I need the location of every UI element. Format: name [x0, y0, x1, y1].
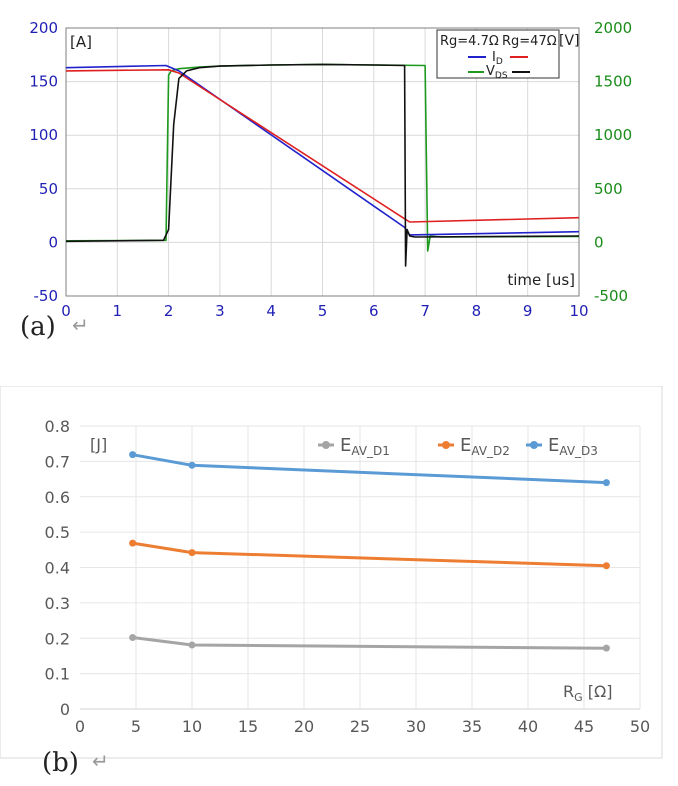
chart-a-y-tick-right: 1000 [594, 126, 632, 144]
chart-a-x-tick: 9 [523, 302, 533, 320]
chart-b-y-tick: 0.6 [45, 488, 70, 507]
chart-a-y-tick-right: 500 [594, 180, 623, 198]
chart-a-x-tick: 6 [369, 302, 379, 320]
chart-a-y-ticks-left: 200 150 100 50 0 -50 [29, 19, 58, 305]
chart-b-x-ticks: 0 5 10 15 20 25 30 35 40 45 50 [75, 717, 650, 736]
chart-b-grid [80, 425, 641, 709]
chart-a-y-tick-left: 100 [29, 126, 58, 144]
chart-b: 0.8 0.7 0.6 0.5 0.4 0.3 0.2 0.1 0 0 5 10 15 20 25 30 35… [0, 386, 663, 778]
chart-a-right-unit: [V] [559, 33, 580, 49]
chart-b-legend: EAV_D1 EAV_D2 EAV_D3 [318, 435, 598, 458]
chart-b-x-tick: 40 [518, 717, 538, 736]
chart-b-legend-label: EAV_D3 [548, 435, 598, 458]
chart-a-y-tick-right: 2000 [594, 19, 632, 37]
chart-b-point [129, 451, 137, 459]
chart-a-x-tick: 10 [569, 302, 588, 320]
chart-b-legend-label: EAV_D2 [460, 435, 510, 458]
caption-b-return-mark: ↵ [92, 749, 109, 773]
chart-b-y-tick: 0.5 [45, 523, 70, 542]
caption-a-return-mark: ↵ [72, 313, 89, 337]
chart-a-y-tick-right: -500 [594, 287, 628, 305]
chart-b-point [129, 539, 137, 547]
chart-b-point [129, 634, 137, 642]
chart-a-x-ticks: 0 1 2 3 4 5 6 7 8 9 10 [61, 302, 588, 320]
chart-b-y-tick: 0 [60, 700, 70, 719]
chart-b-y-tick: 0.4 [45, 559, 70, 578]
chart-b-x-tick: 5 [131, 717, 141, 736]
chart-a-legend-id-label: ID [492, 50, 503, 67]
chart-b-series [129, 451, 610, 652]
chart-a-series-line [65, 63, 580, 267]
chart-a-y-tick-left: 50 [39, 180, 58, 198]
chart-b-y-tick: 0.1 [45, 665, 70, 684]
chart-a-y-tick-right: 1500 [594, 73, 632, 91]
caption-b: (b) [42, 748, 79, 778]
caption-a: (a) [20, 312, 56, 342]
chart-b-legend-marker [322, 441, 330, 449]
chart-a-y-tick-left: 0 [48, 233, 58, 251]
chart-a-legend-col2: Rg=47Ω [502, 34, 557, 49]
chart-b-point [602, 644, 610, 652]
chart-a-legend-col1: Rg=4.7Ω [440, 34, 499, 49]
chart-b-x-tick: 20 [294, 717, 314, 736]
chart-a-x-label: time [us] [507, 271, 575, 289]
chart-b-x-label: RG [Ω] [563, 682, 612, 704]
chart-b-x-tick: 25 [350, 717, 370, 736]
chart-b-y-ticks: 0.8 0.7 0.6 0.5 0.4 0.3 0.2 0.1 0 [45, 417, 70, 719]
chart-b-y-tick: 0.7 [45, 452, 70, 471]
chart-b-x-tick: 15 [238, 717, 258, 736]
chart-b-point [188, 549, 196, 557]
chart-a-series [65, 63, 580, 267]
chart-b-x-tick: 10 [182, 717, 202, 736]
chart-a-legend-vds-label: VDS [486, 64, 508, 81]
chart-a-legend-box [436, 29, 560, 79]
chart-b-y-tick: 0.3 [45, 594, 70, 613]
chart-a-y-tick-right: 0 [594, 233, 604, 251]
chart-b-x-tick: 0 [75, 717, 85, 736]
chart-b-point [188, 641, 196, 649]
chart-b-legend-marker [530, 441, 538, 449]
chart-b-x-tick: 45 [574, 717, 594, 736]
chart-b-frame [0, 386, 663, 759]
chart-b-x-tick: 50 [630, 717, 650, 736]
chart-b-x-tick: 30 [406, 717, 426, 736]
chart-b-y-tick: 0.8 [45, 417, 70, 436]
chart-a-x-tick: 8 [472, 302, 482, 320]
chart-a-y-tick-left: 150 [29, 73, 58, 91]
chart-a-x-tick: 4 [266, 302, 276, 320]
chart-b-y-unit: [J] [90, 435, 107, 454]
chart-a-plot-frame [65, 27, 580, 297]
chart-a-legend: Rg=4.7Ω Rg=47Ω [V] ID VDS [436, 29, 580, 81]
chart-a-y-tick-left: -50 [34, 287, 59, 305]
chart-b-point [188, 461, 196, 469]
chart-a-x-tick: 3 [215, 302, 225, 320]
chart-a-series-line [65, 69, 580, 223]
chart-a-x-tick: 1 [113, 302, 123, 320]
chart-a-x-tick: 5 [318, 302, 328, 320]
chart-a-y-ticks-right: 2000 1500 1000 500 0 -500 [594, 19, 632, 305]
chart-b-point [602, 479, 610, 487]
chart-b-legend-marker [442, 441, 450, 449]
chart-b-point [602, 562, 610, 570]
chart-a-left-unit: [A] [70, 33, 92, 51]
chart-a-x-tick: 7 [420, 302, 430, 320]
chart-b-legend-label: EAV_D1 [340, 435, 390, 458]
chart-a-x-tick: 2 [164, 302, 174, 320]
chart-a-y-tick-left: 200 [29, 19, 58, 37]
chart-a-x-tick: 0 [61, 302, 71, 320]
chart-b-y-tick: 0.2 [45, 629, 70, 648]
chart-b-x-tick: 35 [462, 717, 482, 736]
